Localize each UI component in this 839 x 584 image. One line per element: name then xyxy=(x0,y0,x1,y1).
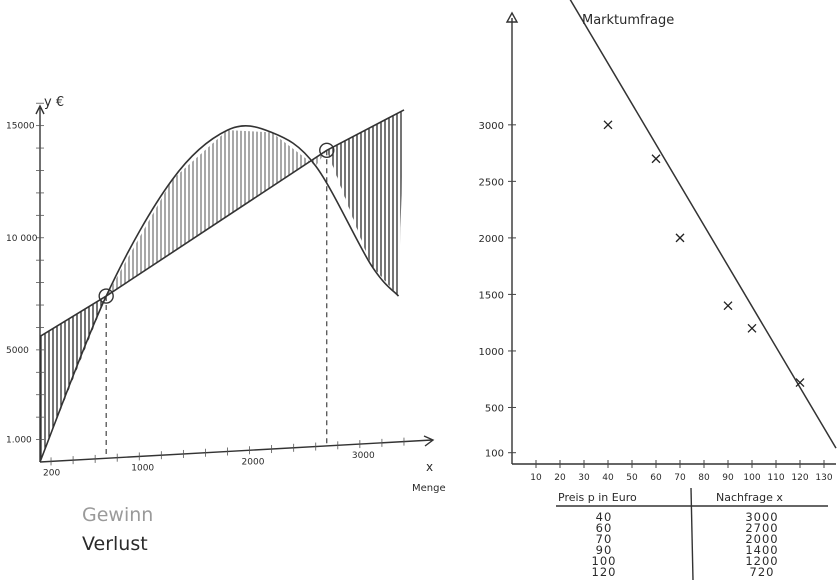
x-tick-label: 2000 xyxy=(242,457,265,467)
x-tick-label-right: 100 xyxy=(743,473,760,483)
x-tick-label-right: 40 xyxy=(602,473,614,483)
table-cell-price: 100 xyxy=(592,554,617,568)
intersection-marker-1 xyxy=(98,288,114,304)
x-tick-label-right: 130 xyxy=(815,473,832,483)
data-point-cross xyxy=(723,301,733,311)
x-tick-label-right: 50 xyxy=(626,473,638,483)
data-point-cross xyxy=(651,154,661,164)
x-tick-label-right: 120 xyxy=(791,473,808,483)
y-axis-label: y € xyxy=(44,95,64,110)
table-cell-price: 70 xyxy=(596,532,613,546)
data-point-cross xyxy=(795,378,805,388)
chart-title: Marktumfrage xyxy=(582,13,674,28)
market-survey-chart: 10 20 30 40 50 60 70 80 90 100 110 120 130 100 500 1000… xyxy=(479,0,837,483)
y-axis-arrow-right xyxy=(505,11,519,23)
x-axis-symbol: x xyxy=(426,460,433,474)
y-tick-label-right: 2000 xyxy=(479,234,504,245)
x-tick-label: 200 xyxy=(43,468,60,478)
y-tick-label-right: 3000 xyxy=(479,121,504,132)
y-tick-label-right: 1000 xyxy=(479,347,504,358)
table-cell-demand: 3000 xyxy=(745,510,778,524)
x-tick-label-right: 30 xyxy=(578,473,590,483)
y-tick-label-right: 1500 xyxy=(479,290,504,301)
legend-loss-label: Verlust xyxy=(82,533,148,555)
table-cell-demand: 1400 xyxy=(745,543,778,557)
x-tick-label-right: 90 xyxy=(722,473,734,483)
x-tick-label-right: 60 xyxy=(650,473,662,483)
table-header-price: Preis p in Euro xyxy=(558,491,637,504)
x-tick-label-right: 80 xyxy=(698,473,710,483)
table-cell-demand: 2700 xyxy=(745,521,778,535)
y-axis-arrow xyxy=(35,104,45,115)
table-header-demand: Nachfrage x xyxy=(716,491,783,504)
y-tick-label: 5000 xyxy=(6,346,29,356)
cost-line xyxy=(39,109,405,338)
intersection-marker-2 xyxy=(319,142,335,159)
x-tick-label-right: 10 xyxy=(530,473,542,483)
x-tick-label-right: 20 xyxy=(554,473,566,483)
gain-area xyxy=(106,130,327,297)
x-axis-arrow xyxy=(423,435,435,447)
table-cell-demand: 2000 xyxy=(745,532,778,546)
x-tick-label-right: 110 xyxy=(767,473,784,483)
table-cell-price: 40 xyxy=(596,510,613,524)
y-tick-label-right: 100 xyxy=(485,449,504,460)
table-column-divider xyxy=(690,487,694,581)
y-tick-label-right: 2500 xyxy=(479,177,504,188)
table-cell-demand: 1200 xyxy=(745,554,778,568)
x-axis xyxy=(39,439,433,463)
y-tick-label: 15000 xyxy=(6,122,35,132)
x-axis-label: Menge xyxy=(412,483,446,494)
x-tick-label-right: 70 xyxy=(674,473,686,483)
table-cell-price: 90 xyxy=(596,543,613,557)
loss-area-right xyxy=(326,109,404,297)
data-point-cross xyxy=(675,233,685,243)
legend-gain-label: Gewinn xyxy=(82,504,153,526)
y-tick-label-right: 500 xyxy=(485,403,504,414)
y-tick-label: 10 000 xyxy=(6,234,38,244)
trend-line xyxy=(569,0,837,449)
table-cell-price: 120 xyxy=(592,565,617,579)
table-cell-price: 60 xyxy=(596,521,613,535)
table-cell-demand: 720 xyxy=(750,565,775,579)
x-tick-label: 1000 xyxy=(131,463,154,473)
y-tick-label: 1.000 xyxy=(6,436,32,446)
data-point-cross xyxy=(603,120,613,130)
survey-table: Preis p in Euro Nachfrage x 40 3000 60 2700… xyxy=(556,487,828,581)
revenue-curve xyxy=(39,125,400,463)
x-tick-label: 3000 xyxy=(352,451,375,461)
data-point-cross xyxy=(747,323,757,333)
